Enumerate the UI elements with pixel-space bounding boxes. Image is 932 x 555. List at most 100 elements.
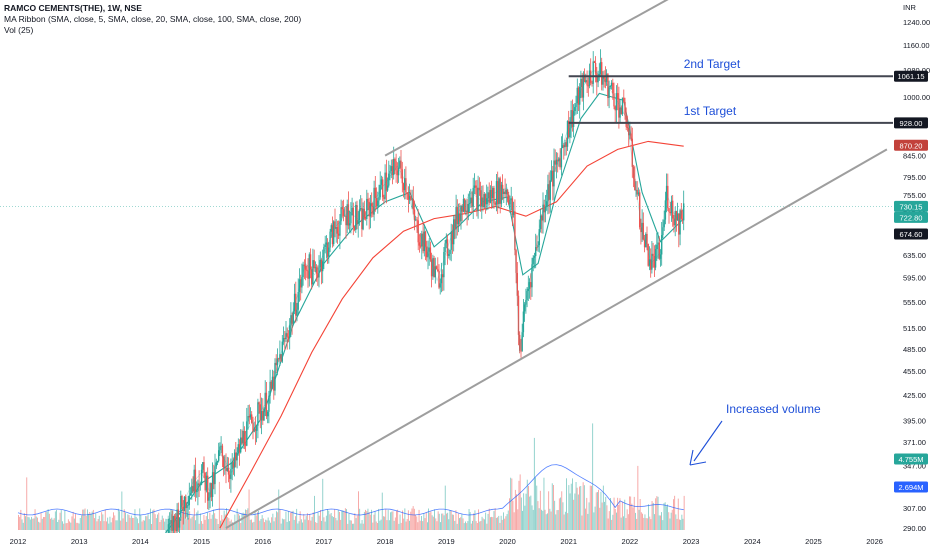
volume-bar bbox=[60, 510, 62, 530]
volume-bar bbox=[683, 495, 685, 530]
candle-body bbox=[493, 187, 495, 204]
price-axis-tick-label: 307.00 bbox=[903, 504, 926, 513]
price-axis-badge-label: 722.80 bbox=[900, 213, 923, 222]
volume-bar bbox=[366, 511, 368, 530]
candle-body bbox=[681, 218, 684, 221]
candle-body bbox=[492, 187, 494, 199]
candle-body bbox=[486, 198, 488, 205]
upper-channel-trendline[interactable] bbox=[384, 0, 703, 157]
volume-bar bbox=[21, 519, 23, 530]
candle-body bbox=[220, 445, 222, 447]
candle-body bbox=[630, 133, 632, 139]
legend-ma-ribbon[interactable]: MA Ribbon (SMA, close, 5, SMA, close, 20… bbox=[4, 14, 302, 24]
volume-bar bbox=[316, 523, 318, 530]
candle-body bbox=[360, 208, 362, 210]
volume-bar bbox=[663, 503, 665, 530]
candle-body bbox=[200, 469, 203, 485]
candle-body bbox=[186, 505, 188, 508]
volume-bar bbox=[83, 509, 85, 530]
volume-bar bbox=[333, 517, 334, 530]
trendline-layer bbox=[225, 0, 888, 529]
price-axis-badge bbox=[894, 481, 928, 493]
volume-bar bbox=[494, 508, 496, 530]
volume-bar bbox=[567, 513, 569, 530]
volume-bar bbox=[632, 507, 634, 530]
candle-body bbox=[438, 271, 440, 288]
candle-body bbox=[361, 208, 363, 230]
volume-bar bbox=[480, 521, 482, 530]
increased-volume-annotation: Increased volume bbox=[726, 402, 821, 416]
volume-bar bbox=[431, 515, 433, 530]
volume-bar bbox=[133, 518, 135, 530]
candle-body bbox=[265, 392, 268, 417]
candle-body bbox=[320, 259, 323, 272]
volume-bar bbox=[679, 519, 680, 530]
volume-bar bbox=[304, 519, 306, 530]
candle-body bbox=[560, 148, 563, 168]
candle-body bbox=[232, 462, 235, 468]
volume-bar bbox=[116, 520, 118, 530]
candle-body bbox=[215, 462, 217, 467]
volume-bar bbox=[291, 511, 293, 530]
candle-body bbox=[189, 493, 192, 496]
candle-body bbox=[522, 311, 525, 333]
candle-body bbox=[592, 61, 594, 84]
volume-bar bbox=[427, 522, 428, 530]
volume-bar bbox=[102, 514, 104, 530]
volume-bar bbox=[409, 520, 410, 530]
candle-body bbox=[251, 414, 253, 423]
volume-bar bbox=[616, 512, 617, 530]
candle-body bbox=[393, 159, 395, 176]
candle-body bbox=[593, 61, 596, 63]
candle-body bbox=[647, 243, 649, 266]
volume-bar bbox=[608, 511, 610, 530]
volume-bar bbox=[160, 519, 162, 530]
candle-body bbox=[580, 78, 582, 87]
time-axis-tick-label: 2012 bbox=[10, 537, 27, 546]
candle-body bbox=[172, 516, 175, 531]
legend-volume[interactable]: Vol (25) bbox=[4, 25, 34, 35]
volume-bar bbox=[406, 519, 408, 530]
candle-body bbox=[198, 483, 200, 486]
candle-body bbox=[202, 462, 204, 470]
volume-bar bbox=[543, 477, 545, 530]
candle-body bbox=[609, 86, 611, 88]
candle-body bbox=[177, 509, 179, 528]
candle-body bbox=[610, 82, 613, 87]
volume-bar bbox=[273, 521, 275, 530]
candle-body bbox=[204, 472, 206, 491]
volume-bar bbox=[214, 513, 216, 530]
volume-bar bbox=[249, 519, 251, 530]
candle-body bbox=[363, 208, 365, 219]
candle-body bbox=[419, 245, 422, 247]
candle-body bbox=[214, 466, 216, 485]
volume-bar bbox=[454, 520, 456, 530]
volume-bar bbox=[109, 516, 111, 530]
volume-bar bbox=[84, 508, 86, 530]
legend-symbol[interactable]: RAMCO CEMENTS(THE), 1W, NSE bbox=[4, 3, 142, 13]
price-axis-tick-label: 395.00 bbox=[903, 416, 926, 425]
candle-body bbox=[231, 462, 233, 470]
candle-body bbox=[311, 269, 313, 285]
volume-bar bbox=[290, 512, 292, 530]
volume-bar bbox=[321, 520, 322, 530]
lower-channel-trendline[interactable] bbox=[225, 148, 888, 529]
volume-bar bbox=[542, 510, 544, 530]
volume-bar bbox=[443, 515, 445, 530]
candle-body bbox=[604, 78, 607, 82]
volume-bar bbox=[434, 509, 435, 530]
candle-body bbox=[641, 222, 643, 232]
candle-body bbox=[284, 338, 286, 339]
candle-body bbox=[654, 249, 657, 268]
candle-body bbox=[479, 190, 482, 207]
candle-body bbox=[470, 197, 472, 204]
volume-bar bbox=[418, 509, 420, 530]
candle-body bbox=[247, 416, 249, 422]
candle-body bbox=[648, 259, 651, 266]
candle-body bbox=[366, 198, 368, 219]
candle-body bbox=[347, 204, 350, 226]
volume-bar bbox=[136, 518, 138, 530]
volume-bar bbox=[421, 516, 422, 530]
volume-bar bbox=[69, 521, 70, 530]
